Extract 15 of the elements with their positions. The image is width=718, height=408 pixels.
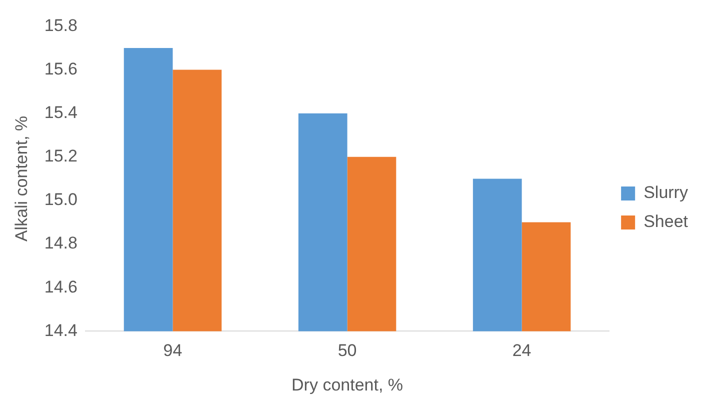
x-axis-title: Dry content, % bbox=[292, 375, 404, 394]
y-tick-label: 14.6 bbox=[44, 277, 78, 296]
y-tick-label: 15.6 bbox=[44, 59, 78, 78]
legend-label: Sheet bbox=[644, 212, 688, 232]
y-tick-label: 15.4 bbox=[44, 103, 78, 122]
legend-label: Slurry bbox=[644, 183, 688, 202]
y-tick-label: 15.8 bbox=[44, 16, 78, 35]
y-tick-label: 15.0 bbox=[44, 190, 78, 210]
y-axis-title: Alkali content, % bbox=[12, 116, 31, 242]
y-tick-label: 15.2 bbox=[44, 146, 78, 166]
x-tick-label: 50 bbox=[338, 341, 357, 360]
x-tick-label: 24 bbox=[512, 341, 532, 360]
y-tick-label: 14.8 bbox=[44, 234, 78, 253]
y-tick-label: 14.4 bbox=[44, 320, 78, 340]
x-tick-label: 94 bbox=[163, 341, 182, 360]
